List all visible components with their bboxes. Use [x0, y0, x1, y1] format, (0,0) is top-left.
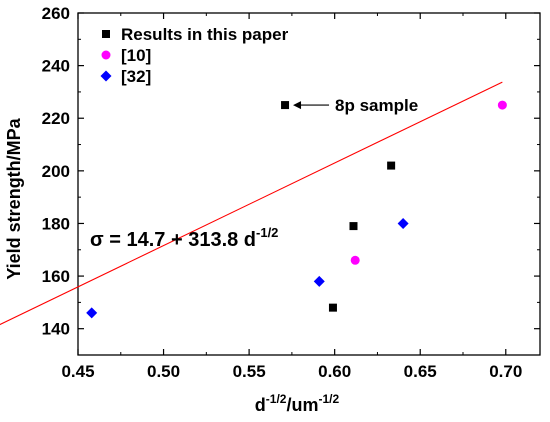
legend-label-1: [10]	[121, 46, 151, 65]
data-point-series-0	[328, 303, 337, 312]
x-tick-label: 0.55	[233, 362, 266, 381]
plot-frame	[77, 12, 541, 356]
data-point-series-2	[313, 275, 325, 287]
y-tick-label: 200	[42, 162, 70, 181]
y-tick-label: 260	[42, 4, 70, 23]
x-tick-label: 0.45	[61, 362, 94, 381]
data-point-series-2	[86, 307, 98, 319]
data-point-series-0	[281, 101, 290, 110]
y-tick-label: 240	[42, 57, 70, 76]
data-point-series-1	[350, 255, 360, 265]
y-tick-label: 140	[42, 320, 70, 339]
data-point-series-2	[397, 217, 409, 229]
legend-label-2: [32]	[121, 67, 151, 86]
annotation-arrow-head	[293, 101, 302, 110]
legend-marker-1	[101, 50, 111, 60]
data-point-series-1	[497, 100, 507, 110]
legend-label-0: Results in this paper	[121, 25, 289, 44]
data-point-series-0	[387, 161, 396, 170]
x-tick-label: 0.60	[318, 362, 351, 381]
legend-marker-2	[100, 70, 112, 82]
x-tick-label: 0.65	[404, 362, 437, 381]
x-axis-label: d-1/2/um-1/2	[255, 392, 340, 415]
y-tick-label: 160	[42, 267, 70, 286]
y-tick-label: 220	[42, 109, 70, 128]
fit-line	[0, 81, 503, 326]
fit-line-group	[0, 81, 503, 326]
x-tick-label: 0.70	[489, 362, 522, 381]
annotation-group: 8p sample	[293, 96, 418, 115]
legend-marker-0	[102, 30, 110, 38]
x-axis-ticks: 0.45 0.50 0.55 0.60 0.65 0.70	[61, 13, 522, 381]
y-axis-ticks: 140 160 180 200 220 240 260	[42, 4, 540, 339]
fit-equation: σ = 14.7 + 313.8 d-1/2	[90, 225, 278, 251]
data-point-series-0	[349, 222, 358, 231]
y-tick-label: 180	[42, 214, 70, 233]
x-tick-label: 0.50	[147, 362, 180, 381]
plot-border	[77, 12, 541, 356]
data-points	[86, 100, 507, 319]
annotation-text: 8p sample	[335, 96, 418, 115]
y-axis-label: Yield strength/MPa	[4, 117, 24, 279]
legend: Results in this paper [10] [32]	[100, 25, 289, 86]
